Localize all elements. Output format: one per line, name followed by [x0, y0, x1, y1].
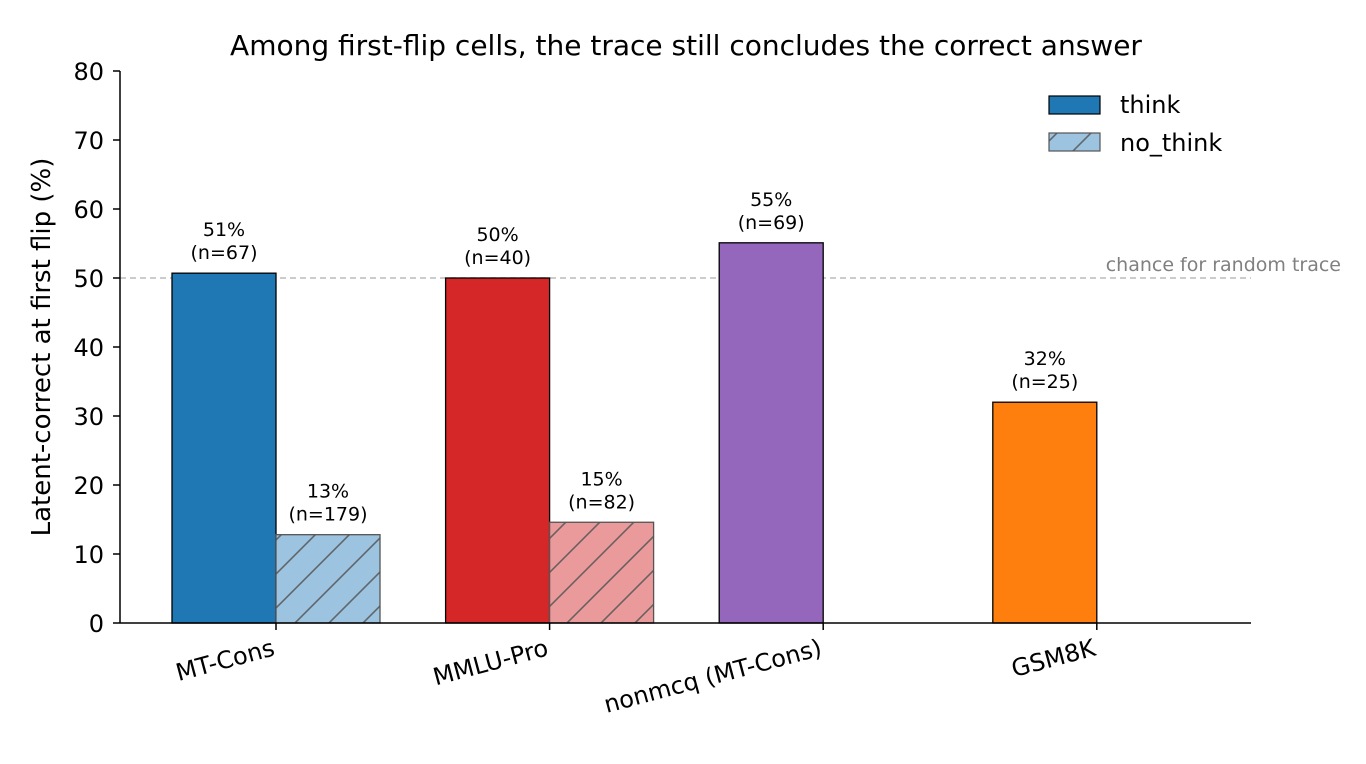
bar-no-think [548, 521, 655, 624]
bar-count-label: (n=179) [288, 504, 367, 526]
legend-swatch-think [1048, 95, 1101, 115]
legend-label-no-think: no_think [1120, 129, 1222, 157]
bar-think [718, 242, 824, 624]
bar-value-label: 55% [750, 189, 792, 211]
x-tick-label: MT-Cons [173, 634, 278, 687]
reference-line-label: chance for random trace [1106, 254, 1341, 276]
bar-no-think [275, 534, 381, 624]
y-tick-label: 50 [73, 265, 104, 293]
bar-count-label: (n=25) [1011, 371, 1078, 393]
bar-value-label: 50% [476, 224, 518, 246]
y-tick-label: 30 [73, 403, 104, 431]
data-labels: 51%(n=67) 13%(n=179) 50%(n=40) 15%(n=82) 55%… [191, 189, 1079, 526]
bar-value-label: 15% [580, 468, 622, 490]
chart-title: Among first-flip cells, the trace still … [230, 29, 1142, 62]
legend: think no_think [1048, 91, 1222, 157]
y-tick-label: 60 [73, 196, 104, 224]
bar-think [444, 277, 551, 624]
y-axis-label: Latent-correct at first flip (%) [27, 158, 57, 537]
bar-count-label: (n=82) [568, 491, 635, 513]
bar-value-label: 51% [203, 219, 245, 241]
y-tick-label: 40 [73, 334, 104, 362]
bars [171, 242, 1098, 624]
bar-count-label: (n=67) [191, 242, 258, 264]
x-tick-label: nonmcq (MT-Cons) [601, 634, 825, 719]
bar-value-label: 13% [307, 481, 349, 503]
y-tick-label: 20 [73, 472, 104, 500]
legend-swatch-no-think [1048, 132, 1101, 152]
bar-value-label: 32% [1024, 348, 1066, 370]
x-tick-label: MMLU-Pro [430, 634, 551, 692]
reference-line-group: chance for random trace [120, 254, 1341, 279]
y-axis-ticks: 0 10 20 30 40 50 60 70 80 [73, 58, 120, 638]
bar-count-label: (n=40) [464, 247, 531, 269]
legend-label-think: think [1120, 91, 1181, 119]
bar-think [171, 272, 277, 624]
x-axis-ticks: MT-Cons MMLU-Pro nonmcq (MT-Cons) GSM8K [173, 623, 1100, 719]
y-tick-label: 70 [73, 127, 104, 155]
bar-count-label: (n=69) [738, 212, 805, 234]
bar-think [992, 401, 1098, 624]
y-tick-label: 80 [73, 58, 104, 86]
y-tick-label: 10 [73, 541, 104, 569]
x-tick-label: GSM8K [1008, 633, 1099, 683]
y-tick-label: 0 [89, 610, 104, 638]
